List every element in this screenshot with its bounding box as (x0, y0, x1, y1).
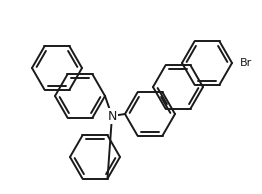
Text: Br: Br (240, 58, 252, 68)
Text: N: N (107, 109, 117, 122)
